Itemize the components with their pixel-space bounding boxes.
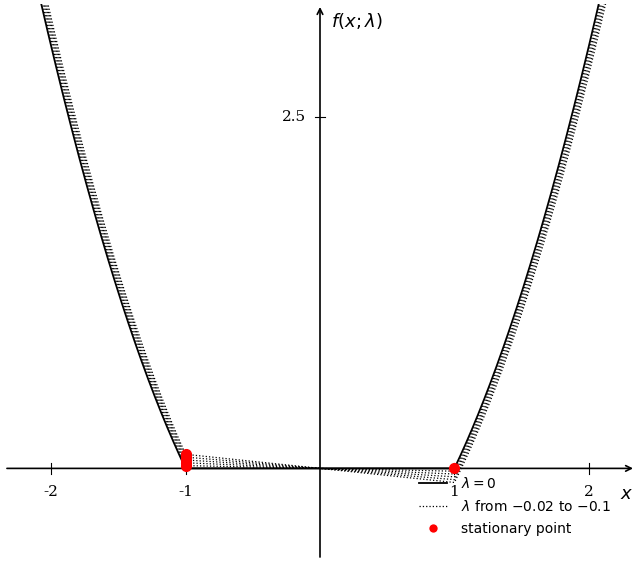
Text: 1: 1 — [449, 485, 460, 499]
Text: 2: 2 — [584, 485, 594, 499]
Text: -1: -1 — [178, 485, 193, 499]
Text: $x$: $x$ — [620, 485, 633, 503]
Text: $f(x;\lambda)$: $f(x;\lambda)$ — [331, 11, 383, 31]
Legend: $\lambda = 0$, $\lambda$ from $-0.02$ to $-0.1$, stationary point: $\lambda = 0$, $\lambda$ from $-0.02$ to… — [413, 470, 616, 542]
Text: -2: -2 — [44, 485, 59, 499]
Text: 2.5: 2.5 — [282, 110, 307, 124]
